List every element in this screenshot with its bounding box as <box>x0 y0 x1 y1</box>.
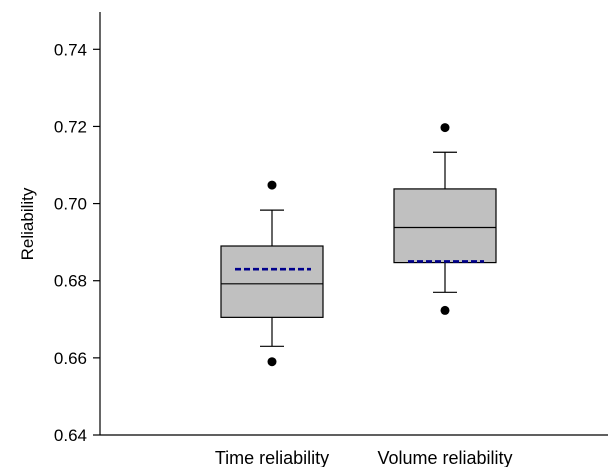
iqr-box <box>393 188 497 264</box>
outlier-point <box>267 357 277 367</box>
y-axis: 0.64 0.66 0.68 0.70 0.72 0.74 <box>54 12 101 445</box>
x-category-label: Volume reliability <box>377 448 512 467</box>
x-category-label: Time reliability <box>215 448 329 467</box>
y-tick-label: 0.66 <box>54 349 87 368</box>
iqr-box <box>220 245 324 318</box>
outlier-point <box>267 180 277 190</box>
box-volume-reliability <box>393 123 497 315</box>
outlier-point <box>440 123 450 133</box>
box-series <box>220 123 497 367</box>
y-tick-label: 0.64 <box>54 426 87 445</box>
y-axis-title: Reliability <box>18 187 37 260</box>
y-tick-label: 0.72 <box>54 117 87 136</box>
y-tick-label: 0.74 <box>54 40 87 59</box>
x-axis: Time reliability Volume reliability <box>100 434 608 467</box>
y-tick-label: 0.70 <box>54 195 87 214</box>
outlier-point <box>440 305 450 315</box>
box-time-reliability <box>220 180 324 367</box>
y-tick-label: 0.68 <box>54 272 87 291</box>
